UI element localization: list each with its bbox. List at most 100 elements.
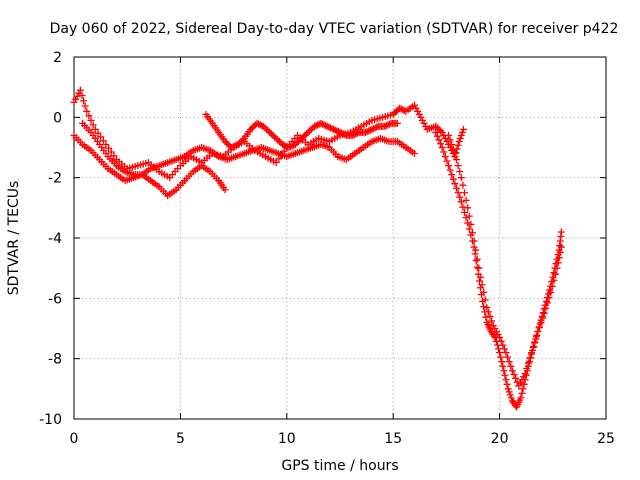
data-point [384,121,392,129]
data-point [410,150,418,158]
data-point [445,162,453,170]
data-point [334,128,342,136]
data-point [440,148,448,156]
data-point [306,127,314,135]
data-point [482,313,490,321]
data-point [272,159,280,167]
data-point [476,273,484,281]
data-point [555,254,563,262]
data-point [221,186,229,194]
data-point [250,122,258,130]
data-point [532,333,540,341]
data-point [438,128,446,136]
data-point [505,358,513,366]
series-track-f [445,131,565,390]
x-axis-label: GPS time / hours [281,458,398,474]
data-point [501,371,509,379]
axis-ticks [73,56,607,420]
data-point [531,338,539,346]
data-point [472,257,480,265]
data-point [441,134,449,142]
data-point [472,246,480,254]
data-point [437,127,445,135]
data-point [381,122,389,130]
data-point [496,334,504,342]
y-tick-label: -2 [48,171,62,187]
data-point [457,174,465,182]
data-point [473,255,481,263]
data-point [519,385,527,393]
data-point [470,243,478,251]
data-point [492,328,500,336]
data-point [304,128,312,136]
data-point [486,312,494,320]
data-point [420,119,428,127]
x-tick-label: 0 [70,431,79,447]
data-point [248,124,256,132]
data-point [362,128,370,136]
series-track-d [202,110,401,151]
data-point [455,137,463,145]
data-point [542,297,550,305]
x-tick-label: 5 [176,431,185,447]
data-point [301,131,309,139]
data-point [497,337,505,345]
data-point [443,157,451,165]
data-point [516,379,524,387]
data-point [459,181,467,189]
data-point [534,328,542,336]
data-point [435,125,443,133]
data-point [89,121,97,129]
data-point [221,137,229,145]
data-point [467,220,475,228]
data-point [396,104,404,112]
data-point [107,148,115,156]
data-point [331,126,339,134]
data-point [502,376,510,384]
data-point [237,137,245,145]
data-point [542,304,550,312]
data-point [99,137,107,145]
data-point [235,139,243,147]
data-point [437,140,445,148]
data-point [234,140,242,148]
data-point [470,237,478,245]
data-point [363,128,371,136]
data-point [484,308,492,316]
data-point [499,341,507,349]
data-point [322,122,330,130]
data-point [336,128,344,136]
data-point [473,263,481,271]
data-point [81,102,89,110]
data-point [457,131,465,139]
data-point [264,127,272,135]
data-point [76,86,84,94]
data-point [454,141,462,149]
data-point [350,131,358,139]
data-point [414,107,422,115]
data-point [438,144,446,151]
data-point [280,141,288,149]
data-point [338,129,346,137]
data-point [480,303,488,311]
series-track-b [70,131,418,185]
data-point [456,168,464,176]
data-point [325,123,333,131]
data-point [422,122,430,130]
data-point [263,125,271,133]
data-point [433,132,441,140]
data-point [314,121,322,129]
data-point [349,131,357,139]
data-point [441,153,449,161]
y-tick-label: -10 [39,412,62,428]
data-point [462,196,470,204]
data-point [508,367,516,375]
data-point [397,105,405,113]
y-tick-label: 0 [53,110,62,126]
data-point [253,119,261,127]
data-point [465,212,473,220]
data-point [94,129,102,137]
data-point [307,125,315,133]
data-point [551,270,559,278]
data-point [491,325,499,332]
